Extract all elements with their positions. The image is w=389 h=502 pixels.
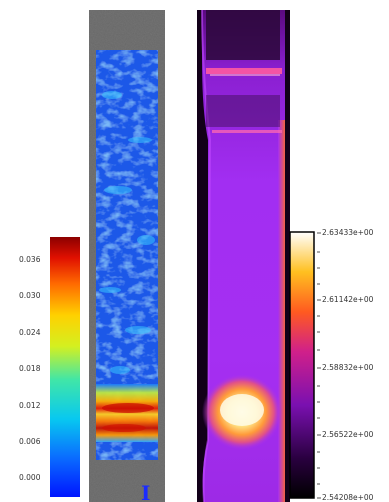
strain-tick-2: 0.024 (19, 328, 41, 337)
right-thermal-panel: 2.63433e+00 2.61142e+00 2.58832e+00 2.56… (190, 0, 389, 502)
strain-tick-0: 0.036 (19, 255, 41, 264)
strain-field-image: I (50, 10, 165, 502)
thermal-tick-0: 2.63433e+00 (322, 228, 374, 237)
thermal-tick-3: 2.56522e+00 (322, 430, 374, 439)
thermal-tick-4: 2.54208e+00 (322, 493, 374, 502)
strain-tick-5: 0.006 (19, 437, 41, 446)
strain-tick-4: 0.012 (19, 401, 41, 410)
strain-tick-1: 0.030 (19, 291, 41, 300)
thermal-tick-2: 2.58832e+00 (322, 363, 374, 372)
left-strain-panel: I 0.036 0.030 0.024 0.018 0.012 0.006 0.… (0, 0, 190, 502)
thermal-colorbar (289, 231, 315, 499)
strain-tick-3: 0.018 (19, 364, 41, 373)
strain-tick-6: 0.000 (19, 473, 41, 482)
strain-colorbar (50, 237, 80, 497)
axis-glyph: I (141, 481, 150, 502)
thermal-tick-1: 2.61142e+00 (322, 295, 374, 304)
thermal-image (197, 9, 321, 502)
